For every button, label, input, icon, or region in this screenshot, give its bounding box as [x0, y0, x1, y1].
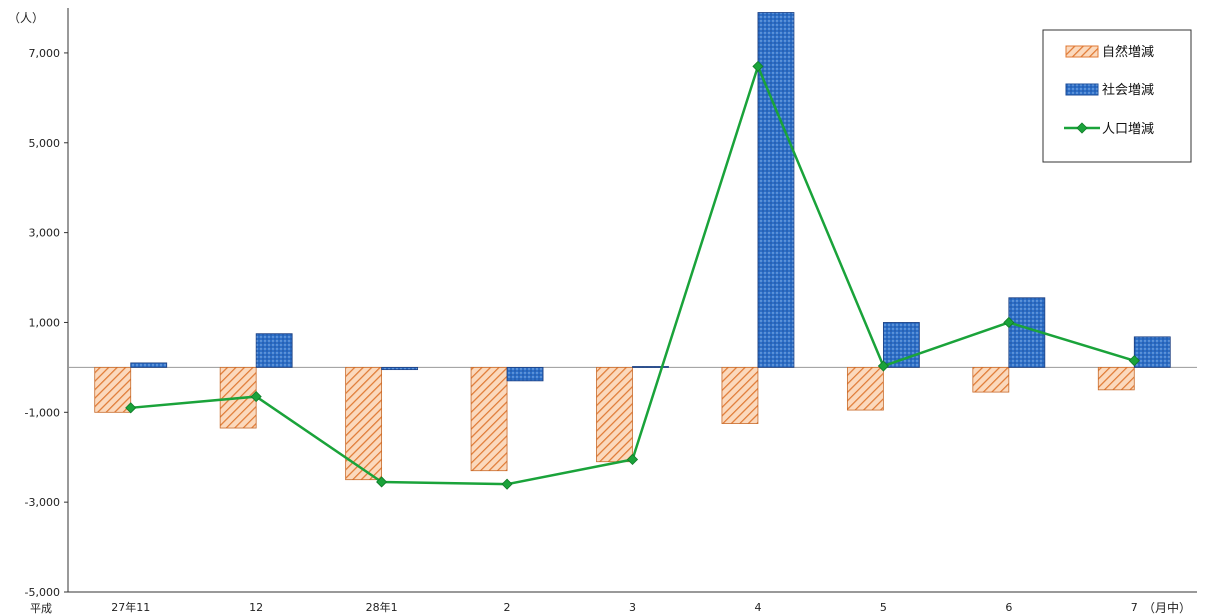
legend-label-social: 社会増減 — [1102, 82, 1154, 98]
legend-label-natural: 自然増減 — [1102, 44, 1154, 60]
population-change-marker — [1128, 355, 1140, 367]
y-tick-label: 3,000 — [29, 227, 61, 240]
legend-swatch-social — [1065, 83, 1099, 96]
y-tick-label: -1,000 — [25, 406, 60, 419]
bar-social-change — [757, 12, 795, 368]
legend: 自然増減 社会増減 人口増減 — [1042, 29, 1192, 163]
x-tick-label: 12 — [249, 601, 263, 614]
x-unit-label: （月中） — [1143, 600, 1191, 615]
bars-layer — [94, 12, 1171, 481]
population-change-marker — [125, 402, 137, 414]
bar-social-change — [632, 366, 669, 368]
x-tick-label: 28年1 — [366, 600, 398, 614]
bar-natural-change — [345, 366, 383, 481]
bar-social-change — [381, 366, 419, 371]
y-tick-label: 5,000 — [29, 137, 61, 150]
bar-natural-change — [846, 366, 884, 411]
population-change-marker — [501, 478, 513, 490]
labels-layer: -5,000-3,000-1,0001,0003,0005,0007,00027… — [25, 47, 1138, 614]
legend-label-population: 人口増減 — [1102, 121, 1154, 137]
bar-social-change — [506, 366, 544, 382]
y-unit-label: （人） — [8, 11, 44, 25]
bar-natural-change — [1097, 366, 1135, 391]
bar-natural-change — [94, 366, 132, 413]
x-tick-label: 6 — [1005, 601, 1012, 614]
x-tick-label: 27年11 — [111, 600, 150, 614]
legend-swatch-natural — [1065, 45, 1099, 58]
bar-natural-change — [470, 366, 508, 472]
population-change-marker — [250, 391, 262, 403]
x-tick-label: 4 — [754, 601, 761, 614]
bar-social-change — [255, 333, 293, 368]
y-tick-label: 1,000 — [29, 316, 61, 329]
bar-social-change — [130, 362, 168, 368]
bar-natural-change — [721, 366, 759, 424]
population-change-marker — [626, 453, 639, 466]
population-change-marker — [376, 476, 388, 488]
y-tick-label: -3,000 — [25, 496, 60, 509]
bar-natural-change — [972, 366, 1010, 393]
x-tick-label: 3 — [629, 601, 636, 614]
era-label: 平成 — [30, 602, 52, 615]
line-layer — [125, 60, 1140, 490]
population-change-marker — [1003, 316, 1015, 329]
x-tick-label: 5 — [880, 601, 887, 614]
population-change-marker — [877, 360, 889, 372]
y-tick-label: 7,000 — [29, 47, 61, 60]
y-tick-label: -5,000 — [25, 586, 60, 599]
bar-natural-change — [596, 366, 633, 463]
legend-swatch-population-marker — [1076, 122, 1088, 134]
population-change-marker — [752, 60, 764, 72]
bar-social-change — [1133, 336, 1171, 368]
x-tick-label: 2 — [504, 601, 511, 614]
x-tick-label: 7 — [1131, 601, 1138, 614]
